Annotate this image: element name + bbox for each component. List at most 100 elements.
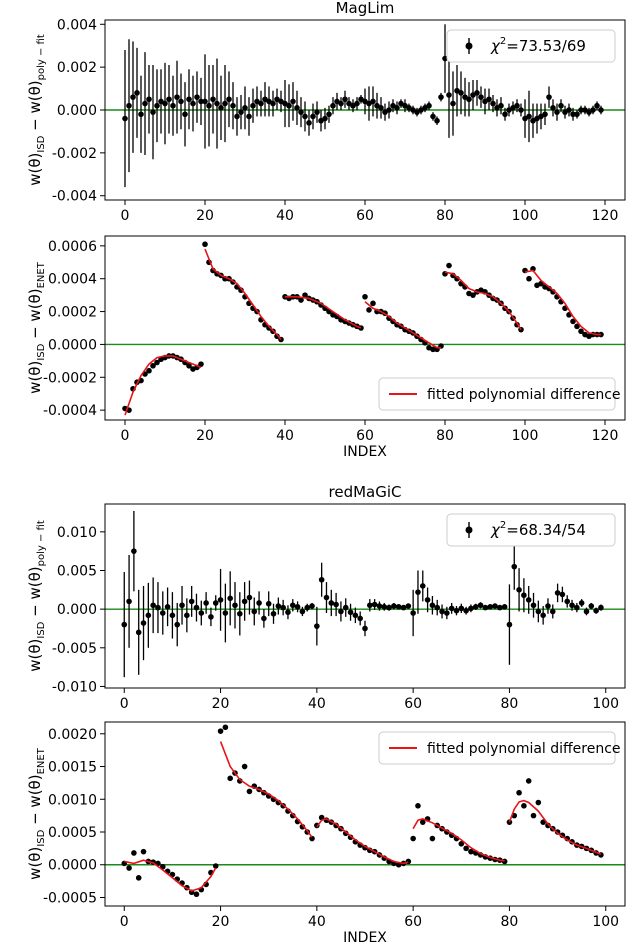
legend-box [446, 29, 616, 63]
data-point [487, 604, 493, 610]
data-point [514, 102, 520, 109]
data-point [588, 603, 595, 609]
data-point [342, 96, 348, 103]
data-point [222, 610, 229, 616]
data-point [386, 107, 392, 113]
data-point [298, 297, 304, 303]
data-point [182, 111, 188, 118]
y-tick-label: -0.005 [52, 641, 97, 657]
data-point [306, 120, 312, 126]
data-point [285, 609, 291, 616]
data-point [521, 803, 527, 809]
y-label-text: − w(θ) [26, 774, 44, 829]
x-tick-label: 20 [196, 428, 214, 444]
panel-1: MagLim -0.004 -0.002 0.000 0.002 0.004 0 20 40 60… [26, 0, 626, 224]
data-point [410, 835, 416, 842]
x-tick-label: 120 [592, 208, 619, 224]
data-point [530, 602, 537, 609]
data-point [511, 563, 518, 570]
y-tick-label: 0.0010 [48, 792, 97, 808]
data-point [545, 822, 551, 829]
data-point [578, 600, 585, 606]
data-point [371, 601, 378, 608]
data-point [202, 98, 208, 105]
panel-2: -0.0004 -0.0002 0.0000 0.0002 0.0004 0.0006 0 2… [26, 235, 626, 460]
data-point [594, 102, 600, 109]
data-point [468, 848, 474, 855]
legend: χ2=68.34/54 [446, 513, 616, 547]
data-point [328, 600, 335, 606]
legend-label: χ2=73.53/69 [490, 36, 586, 55]
data-point [598, 604, 604, 611]
data-point [419, 583, 426, 589]
y-tick-label: 0.0002 [48, 305, 97, 321]
data-point [444, 610, 450, 616]
data-point [386, 604, 392, 611]
data-point [439, 608, 445, 615]
y-tick-label: -0.004 [52, 189, 97, 205]
data-point [593, 607, 599, 614]
y-label-subscript: ENET [36, 747, 47, 774]
x-tick-label: 60 [356, 428, 374, 444]
x-tick-label: 60 [356, 208, 374, 224]
data-point [294, 604, 301, 610]
data-point [122, 115, 128, 122]
fit-curve [124, 355, 202, 416]
legend-value: =73.53/69 [506, 37, 586, 55]
data-point [188, 598, 195, 605]
data-point [453, 607, 460, 614]
data-point [198, 98, 204, 105]
data-point [430, 113, 436, 120]
data-point [212, 863, 219, 869]
data-point [251, 608, 258, 615]
data-point [299, 608, 306, 615]
data-point [526, 113, 532, 120]
y-tick-label: 0.000 [57, 103, 97, 119]
data-point [535, 608, 542, 615]
data-point [470, 292, 476, 298]
y-tick-label: 0.0000 [48, 337, 97, 353]
data-point [193, 604, 200, 611]
data-point [203, 600, 209, 606]
data-point [184, 612, 190, 619]
data-point [242, 105, 248, 111]
chart-title: MagLim [336, 0, 395, 17]
data-point [458, 90, 464, 96]
data-point [135, 629, 142, 636]
fit-curve [412, 818, 505, 862]
x-tick-label: 40 [308, 696, 326, 712]
data-point [238, 109, 244, 115]
x-tick-label: 40 [308, 914, 326, 930]
data-point [130, 94, 136, 100]
x-tick-label: 100 [512, 428, 539, 444]
data-point [559, 591, 566, 598]
data-point [391, 603, 397, 609]
data-point [446, 92, 452, 98]
data-point [226, 96, 232, 103]
data-point [179, 602, 185, 609]
data-point [448, 605, 455, 612]
data-point [212, 600, 219, 606]
y-tick-label: -0.0002 [43, 370, 97, 386]
data-point [347, 609, 354, 616]
data-point [208, 614, 214, 620]
data-point [234, 113, 240, 120]
x-tick-label: 60 [404, 914, 422, 930]
y-label-subscript: ISD [36, 343, 47, 360]
data-point [410, 610, 416, 616]
x-tick-label: 0 [121, 428, 130, 444]
legend-box [446, 513, 616, 547]
data-point [256, 600, 262, 606]
data-point [472, 604, 479, 610]
x-tick-label: 80 [501, 696, 519, 712]
data-point [194, 94, 200, 100]
data-point [424, 597, 431, 603]
data-point [352, 612, 359, 619]
data-point [198, 610, 205, 616]
data-point [506, 621, 513, 628]
x-tick-label: 0 [121, 208, 130, 224]
legend: fitted polynomial difference [378, 731, 621, 765]
data-point [150, 109, 156, 115]
data-point [463, 845, 469, 852]
